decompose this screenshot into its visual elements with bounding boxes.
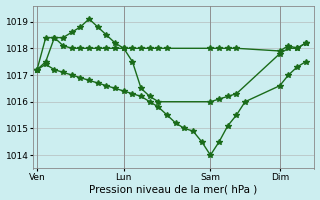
X-axis label: Pression niveau de la mer( hPa ): Pression niveau de la mer( hPa ): [90, 184, 258, 194]
